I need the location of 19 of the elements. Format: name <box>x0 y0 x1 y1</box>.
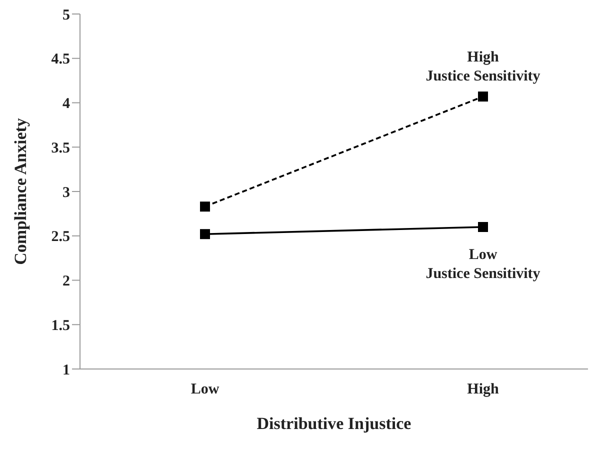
y-tick-label: 3 <box>62 184 70 201</box>
y-tick-label: 1 <box>62 362 70 378</box>
y-tick-label: 4 <box>62 96 70 112</box>
point <box>478 222 488 232</box>
x-tick-label: High <box>467 382 500 398</box>
y-tick-label: 5 <box>62 7 70 24</box>
y-tick-label: 4.5 <box>51 52 70 68</box>
point <box>200 229 210 240</box>
x-axis-title: Distributive Injustice <box>256 414 412 433</box>
y-tick-label: 2 <box>62 274 70 290</box>
y-tick-label: 2.5 <box>51 229 70 246</box>
point <box>200 202 210 212</box>
series-label: High Justice Sensitivity <box>426 50 541 85</box>
series-label: Low Justice Sensitivity <box>426 247 541 282</box>
point <box>478 92 488 102</box>
y-axis-title: Compliance Anxiety <box>11 118 30 265</box>
x-tick-label: Low <box>190 382 220 398</box>
y-tick-label: 3.5 <box>51 140 70 156</box>
y-tick-label: 1.5 <box>51 318 70 334</box>
